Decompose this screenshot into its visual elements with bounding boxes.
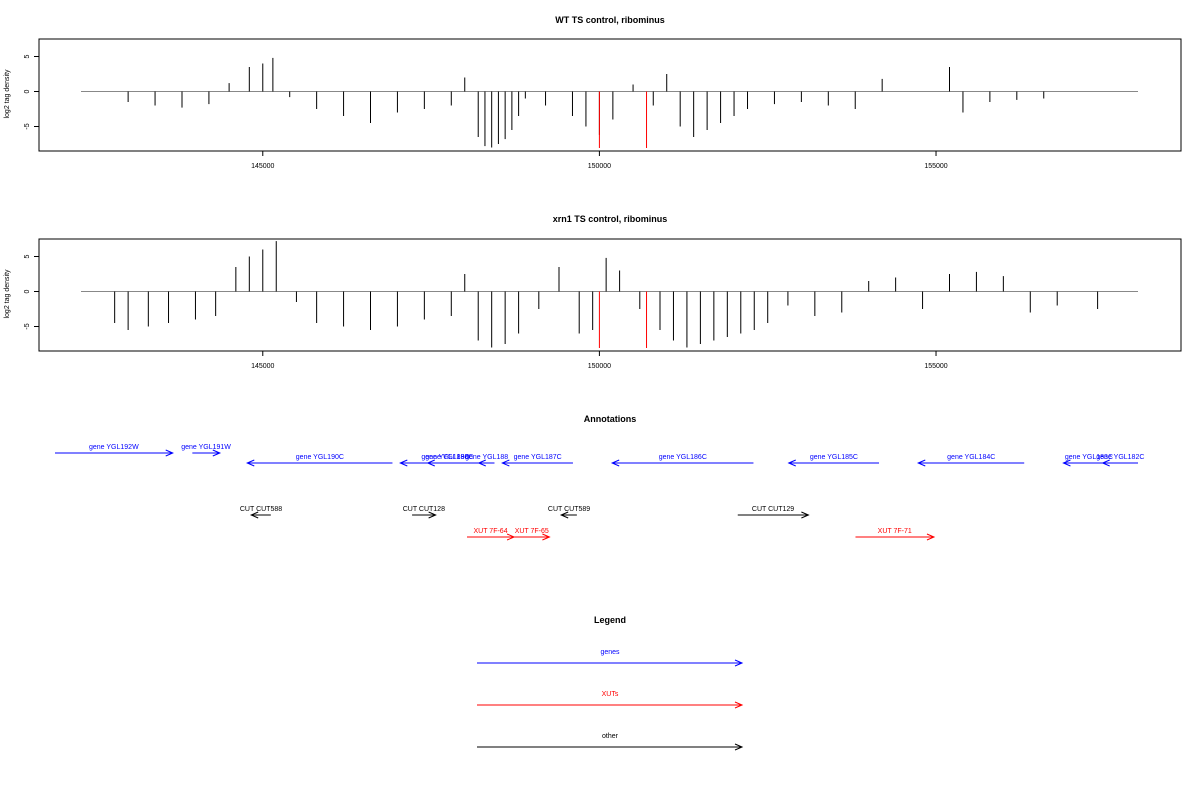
annotations-panel: Annotations gene YGL192W gene YGL191Wgene… (55, 414, 1144, 541)
annotation-label: gene YGL188 (465, 454, 508, 461)
legend-label: genes (600, 649, 620, 656)
annotation-feature: CUT CUT129 (737, 506, 810, 519)
legend-arrowhead (734, 659, 744, 667)
wt-x-tick-label: 155000 (924, 163, 947, 170)
annotation-feature: CUT CUT588 (240, 506, 282, 519)
annotation-label: gene YGL192W (89, 444, 139, 451)
wt-track-ylabel: log2 tag density (4, 69, 11, 119)
annotation-feature: gene YGL184C (916, 454, 1025, 467)
legend-item: XUTs (477, 691, 744, 709)
annotation-label: CUT CUT128 (403, 506, 445, 513)
annotation-label: CUT CUT589 (548, 506, 590, 513)
annotation-feature: XUT 7F-64 (467, 528, 516, 541)
annotation-label: XUT 7F-71 (878, 528, 912, 535)
xrn1-x-tick-label: 145000 (251, 363, 274, 370)
xrn1-x-tick-label: 150000 (588, 363, 611, 370)
annotation-label: gene YGL190C (296, 454, 344, 461)
annotation-arrowhead (916, 459, 926, 467)
xrn1-y-tick-label: -5 (24, 323, 31, 329)
annotations-title: Annotations (584, 414, 637, 424)
annotation-arrowhead (501, 459, 510, 467)
wt-x-tick-label: 150000 (588, 163, 611, 170)
xrn1-track-frame (38, 238, 1182, 352)
wt-track-bars (81, 57, 1138, 148)
legend-label: other (602, 733, 619, 740)
annotation-arrowhead (399, 459, 408, 467)
xrn1-track-axes: -5 0 5 145000 150000 155000 (24, 254, 948, 370)
annotation-feature: gene YGL185C (787, 454, 880, 467)
annotation-arrowhead (1101, 459, 1110, 467)
annotation-label: CUT CUT588 (240, 506, 282, 513)
annotation-arrowhead (926, 533, 936, 541)
legend-title: Legend (594, 615, 626, 625)
annotation-arrowhead (165, 449, 174, 457)
annotation-feature: XUT 7F-65 (514, 528, 551, 541)
annotation-label: CUT CUT129 (752, 506, 794, 513)
annotation-feature: CUT CUT128 (403, 506, 445, 519)
annotation-feature: gene YGL182C (1096, 454, 1144, 467)
annotation-feature: gene YGL186C (610, 454, 754, 467)
legend-item: other (477, 733, 744, 751)
xrn1-x-tick-label: 155000 (924, 363, 947, 370)
wt-track-panel: WT TS control, ribominus log2 tag densit… (4, 15, 1182, 170)
wt-track-frame (38, 38, 1182, 152)
annotation-arrowhead (787, 459, 796, 467)
annotation-arrowhead (542, 533, 551, 541)
annotation-arrowhead (1062, 459, 1071, 467)
annotation-label: gene YGL188C (425, 454, 473, 461)
legend-item: genes (477, 649, 744, 667)
wt-x-tick-label: 145000 (251, 163, 274, 170)
wt-track-axes: -5 0 5 145000 150000 155000 (24, 54, 948, 170)
annotation-arrowhead (212, 449, 222, 457)
xrn1-track-panel: xrn1 TS control, ribominus log2 tag dens… (4, 214, 1182, 370)
annotation-arrowhead (428, 511, 437, 519)
annotation-feature: gene YGL191W (181, 444, 231, 457)
annotation-label: gene YGL182C (1096, 454, 1144, 461)
xrn1-track-ylabel: log2 tag density (4, 269, 11, 319)
annotation-arrowhead (610, 459, 620, 467)
annotation-arrowhead (426, 459, 435, 467)
annotation-feature: gene YGL188C (425, 454, 473, 467)
annotation-arrowhead (249, 511, 259, 519)
legend-items: genes XUTs other (477, 649, 744, 751)
legend-arrowhead (734, 743, 744, 751)
legend-arrowhead (734, 701, 744, 709)
annotation-features: gene YGL192W gene YGL191W gene YGL190C gene… (55, 444, 1144, 541)
annotation-label: XUT 7F-65 (515, 528, 549, 535)
annotation-feature: gene YGL192W (55, 444, 174, 457)
annotation-feature: gene YGL187C (501, 454, 573, 467)
wt-y-tick-label: 5 (24, 54, 31, 58)
wt-track-title: WT TS control, ribominus (555, 15, 665, 25)
annotation-label: XUT 7F-64 (473, 528, 507, 535)
annotation-label: gene YGL185C (810, 454, 858, 461)
annotation-label: gene YGL184C (947, 454, 995, 461)
wt-y-tick-label: 0 (24, 89, 31, 93)
xrn1-y-tick-label: 5 (24, 254, 31, 258)
annotation-label: gene YGL186C (659, 454, 707, 461)
annotation-label: gene YGL191W (181, 444, 231, 451)
legend-label: XUTs (602, 691, 619, 698)
xrn1-y-tick-label: 0 (24, 289, 31, 293)
annotation-label: gene YGL183C (1065, 454, 1113, 461)
annotation-feature: XUT 7F-71 (855, 528, 936, 541)
annotation-arrowhead (477, 459, 486, 467)
xrn1-track-bars (81, 241, 1138, 348)
xrn1-track-title: xrn1 TS control, ribominus (553, 214, 668, 224)
annotation-feature: gene YGL188 (465, 454, 508, 467)
annotation-arrowhead (246, 459, 255, 467)
annotation-feature: CUT CUT589 (548, 506, 590, 519)
annotation-arrowhead (801, 511, 810, 519)
annotation-label: gene YGL187C (514, 454, 562, 461)
legend-panel: Legend genes XUTs other (477, 615, 744, 751)
annotation-arrowhead (559, 511, 569, 519)
annotation-label: gene YGL189C (421, 454, 469, 461)
annotation-feature: gene YGL190C (246, 454, 393, 467)
wt-y-tick-label: -5 (24, 123, 31, 129)
